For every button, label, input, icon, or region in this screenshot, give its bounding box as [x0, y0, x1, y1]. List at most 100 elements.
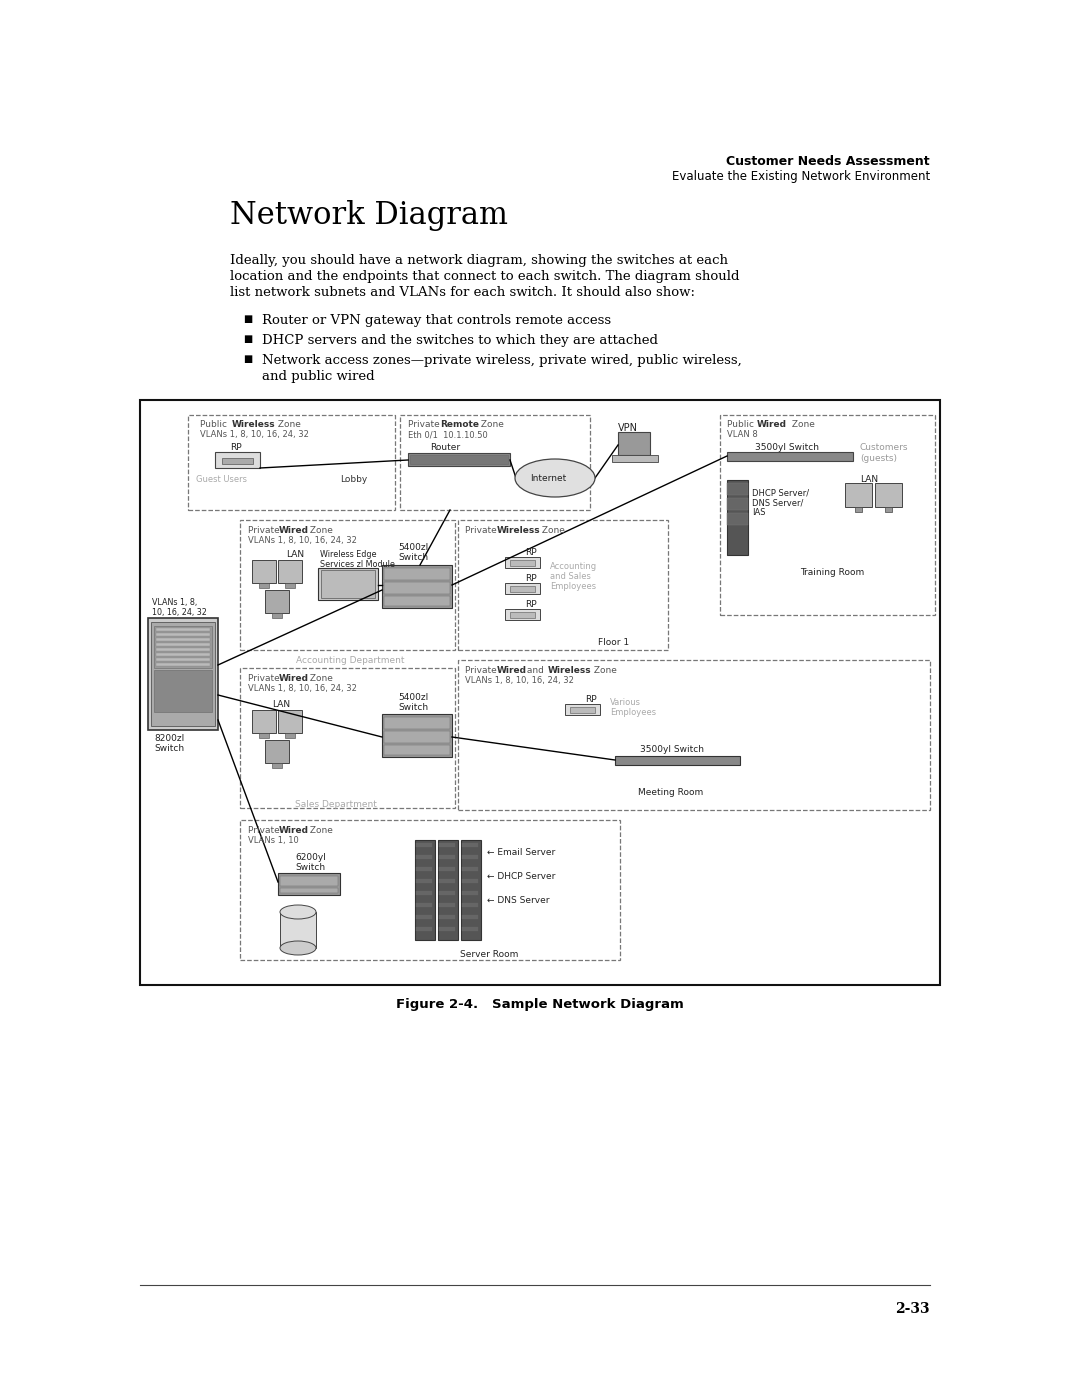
Text: 5400zl: 5400zl	[399, 543, 429, 552]
Bar	[280, 888, 338, 893]
Bar	[416, 915, 432, 919]
Bar	[438, 842, 455, 847]
Text: Eth 0/1  10.1.10.50: Eth 0/1 10.1.10.50	[408, 430, 488, 439]
Bar	[156, 629, 210, 631]
Bar	[438, 840, 458, 940]
Text: Customer Needs Assessment: Customer Needs Assessment	[727, 155, 930, 168]
Text: Network Diagram: Network Diagram	[230, 200, 508, 231]
Bar	[156, 658, 210, 661]
Bar	[156, 633, 210, 636]
Bar	[416, 879, 432, 883]
Bar	[318, 569, 378, 599]
Bar	[156, 643, 210, 645]
Bar	[458, 659, 930, 810]
Text: Wired: Wired	[279, 673, 309, 683]
Bar	[462, 915, 478, 919]
Bar	[382, 714, 453, 757]
Bar	[416, 928, 432, 930]
Bar	[727, 483, 748, 495]
Bar	[416, 868, 432, 870]
Bar	[384, 717, 450, 729]
Bar	[416, 902, 432, 907]
Text: (guests): (guests)	[860, 454, 897, 462]
Text: Router or VPN gateway that controls remote access: Router or VPN gateway that controls remo…	[262, 314, 611, 327]
Bar	[727, 497, 748, 510]
Bar	[148, 617, 218, 731]
Bar	[408, 453, 510, 467]
Bar	[505, 557, 540, 569]
Text: VLAN 8: VLAN 8	[727, 430, 758, 439]
Text: Zone: Zone	[591, 666, 617, 675]
Text: 5400zl: 5400zl	[399, 693, 429, 703]
Bar	[400, 415, 590, 510]
Text: 8200zl: 8200zl	[154, 733, 185, 743]
Text: 2-33: 2-33	[895, 1302, 930, 1316]
Text: ← DHCP Server: ← DHCP Server	[487, 872, 555, 882]
Bar	[240, 520, 455, 650]
Text: Wireless: Wireless	[548, 666, 592, 675]
Bar	[885, 507, 892, 511]
Bar	[384, 731, 450, 743]
Text: and: and	[524, 666, 546, 675]
Bar	[462, 855, 478, 859]
Bar	[462, 879, 478, 883]
Text: location and the endpoints that connect to each switch. The diagram should: location and the endpoints that connect …	[230, 270, 740, 284]
Text: Switch: Switch	[295, 863, 325, 872]
Text: Figure 2-4.   Sample Network Diagram: Figure 2-4. Sample Network Diagram	[396, 997, 684, 1011]
Text: LAN: LAN	[272, 700, 291, 710]
Bar	[252, 710, 276, 733]
Text: Guest Users: Guest Users	[195, 475, 247, 483]
Text: VLANs 1, 8, 10, 16, 24, 32: VLANs 1, 8, 10, 16, 24, 32	[465, 676, 573, 685]
Bar	[384, 583, 450, 594]
Bar	[438, 928, 455, 930]
Bar	[416, 855, 432, 859]
Ellipse shape	[280, 942, 316, 956]
Bar	[259, 733, 269, 738]
Bar	[612, 455, 658, 462]
Text: VPN: VPN	[618, 423, 638, 433]
Text: Various: Various	[610, 698, 642, 707]
Text: Private: Private	[248, 527, 283, 535]
Bar	[154, 626, 212, 668]
Bar	[415, 840, 435, 940]
Text: LAN: LAN	[286, 550, 305, 559]
Text: ← Email Server: ← Email Server	[487, 848, 555, 856]
Text: and Sales: and Sales	[550, 571, 591, 581]
Bar	[462, 902, 478, 907]
Bar	[156, 638, 210, 641]
Bar	[438, 868, 455, 870]
Bar	[438, 902, 455, 907]
Text: Zone: Zone	[307, 527, 333, 535]
Text: 3500yl Switch: 3500yl Switch	[640, 745, 704, 754]
Text: ■: ■	[243, 314, 253, 324]
Text: Training Room: Training Room	[800, 569, 864, 577]
Bar	[855, 507, 862, 511]
Text: Floor 1: Floor 1	[598, 638, 630, 647]
Bar	[510, 560, 535, 566]
Bar	[151, 622, 215, 726]
Text: Switch: Switch	[399, 703, 428, 712]
Bar	[570, 707, 595, 712]
Bar	[222, 458, 253, 464]
Bar	[505, 609, 540, 620]
Bar	[727, 453, 853, 461]
Text: VLANs 1, 8,: VLANs 1, 8,	[152, 598, 198, 608]
Bar	[416, 842, 432, 847]
Bar	[278, 710, 302, 733]
Text: Public: Public	[200, 420, 230, 429]
Text: and public wired: and public wired	[262, 370, 375, 383]
Bar	[410, 455, 508, 464]
Bar	[156, 652, 210, 657]
Bar	[272, 763, 282, 768]
Text: VLANs 1, 8, 10, 16, 24, 32: VLANs 1, 8, 10, 16, 24, 32	[248, 536, 356, 545]
Bar	[252, 560, 276, 583]
Ellipse shape	[515, 460, 595, 497]
Text: Remote: Remote	[440, 420, 480, 429]
Bar	[280, 876, 338, 886]
Bar	[321, 570, 375, 598]
Bar	[875, 483, 902, 507]
Text: Private: Private	[408, 420, 443, 429]
Bar	[285, 583, 295, 588]
Text: ■: ■	[243, 353, 253, 365]
Text: 6200yl: 6200yl	[295, 854, 326, 862]
